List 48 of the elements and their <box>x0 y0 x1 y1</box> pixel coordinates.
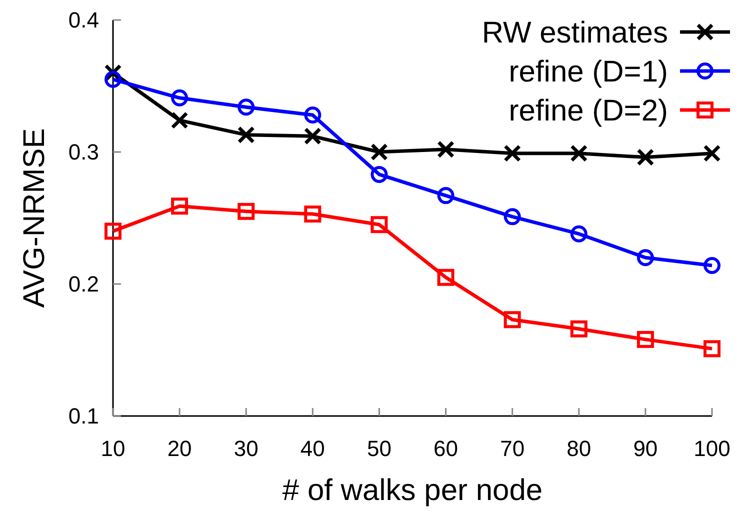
x-tick-label: 20 <box>167 436 192 461</box>
point <box>570 225 588 242</box>
point <box>437 140 455 158</box>
y-axis-title: AVG-NRMSE <box>18 128 51 308</box>
point <box>238 98 255 116</box>
x-tick-label: 80 <box>566 436 592 461</box>
x-tick-label: 10 <box>100 436 126 461</box>
point <box>703 144 721 162</box>
x-tick-label: 60 <box>434 436 458 461</box>
point <box>504 144 522 162</box>
point <box>304 206 322 223</box>
point <box>104 222 122 240</box>
point <box>370 216 388 234</box>
y-tick-label: 0.2 <box>68 272 99 297</box>
point <box>504 208 521 226</box>
point <box>570 320 588 338</box>
point <box>171 198 188 215</box>
point <box>238 202 255 220</box>
point <box>171 89 188 106</box>
y-tick-label: 0.3 <box>68 140 99 165</box>
point <box>504 311 521 328</box>
point <box>704 340 720 358</box>
point <box>704 257 720 274</box>
x-tick-label: 90 <box>633 436 658 461</box>
x-tick-label: 100 <box>694 436 730 461</box>
legend-label: refine (D=1) <box>508 56 668 88</box>
point <box>636 330 654 348</box>
point <box>170 112 188 130</box>
x-axis-title: # of walks per node <box>282 474 543 507</box>
point <box>437 268 454 286</box>
point <box>304 106 322 124</box>
point <box>237 126 255 144</box>
x-tick-label: 30 <box>234 436 258 461</box>
point <box>437 187 454 204</box>
point <box>370 166 388 183</box>
x-tick-label: 70 <box>500 436 525 461</box>
point <box>570 144 588 162</box>
y-tick-label: 0.4 <box>68 8 99 33</box>
point <box>304 127 322 145</box>
x-tick-label: 40 <box>300 436 325 461</box>
legend-label: RW estimates <box>482 16 668 50</box>
point <box>636 249 654 266</box>
point <box>370 143 388 161</box>
x-tick-label: 50 <box>366 436 392 461</box>
y-tick-label: 0.1 <box>68 404 99 429</box>
point <box>636 148 654 166</box>
point <box>104 70 122 88</box>
legend-label: refine (D=2) <box>508 94 668 128</box>
